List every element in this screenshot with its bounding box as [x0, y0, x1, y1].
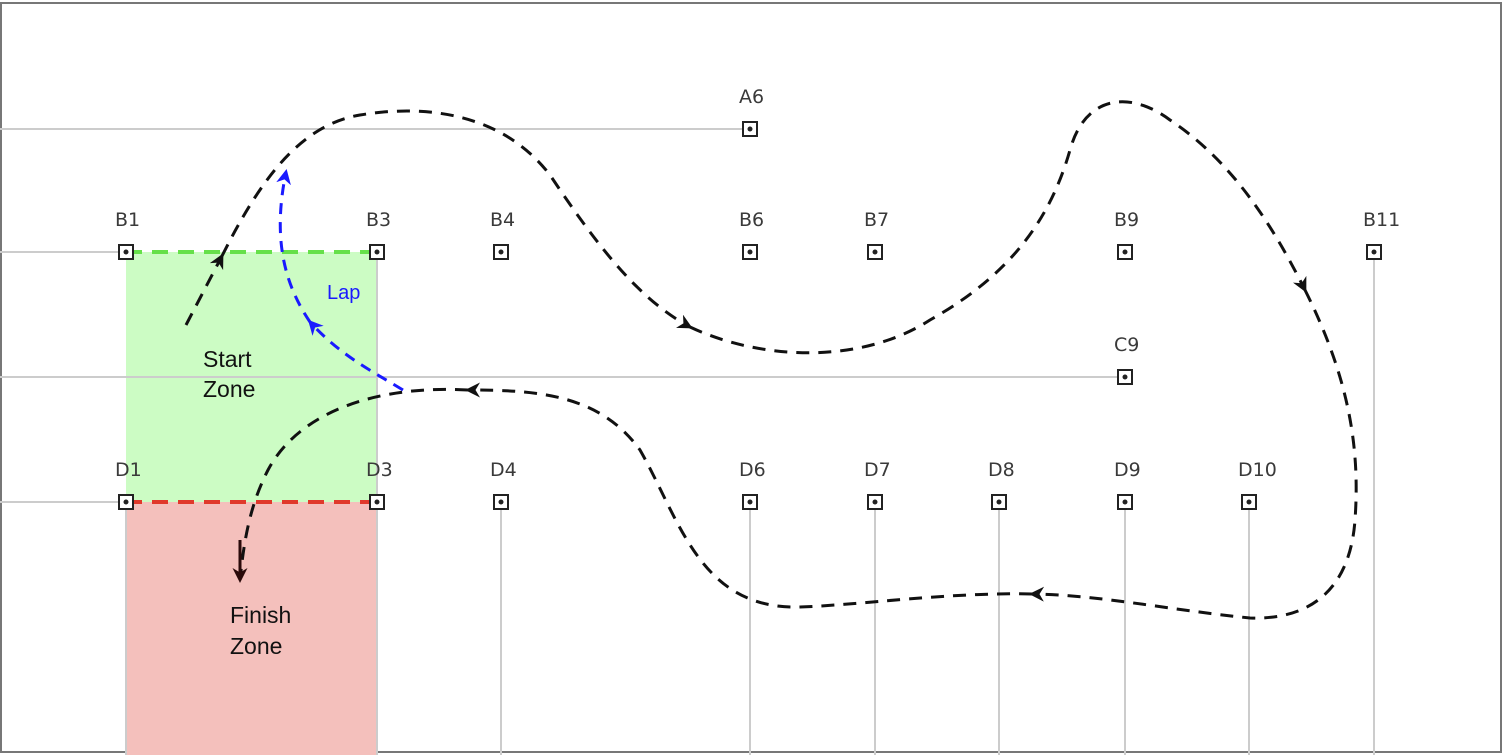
node-b9: B9	[1114, 209, 1139, 260]
node-center-dot	[747, 499, 753, 505]
lap-path	[276, 169, 404, 392]
node-label: B3	[366, 209, 391, 231]
node-d10: D10	[1238, 459, 1277, 510]
node-label: B1	[115, 209, 140, 231]
node-c9: C9	[1114, 334, 1139, 385]
path-middle-sweep	[689, 100, 1307, 355]
node-label: B11	[1363, 209, 1400, 231]
node-label: D3	[366, 459, 393, 481]
finish-zone-label-line1: Finish	[230, 602, 291, 628]
node-center-dot	[872, 249, 878, 255]
lap-path-upper	[276, 169, 312, 323]
node-center-dot	[374, 499, 380, 505]
node-label: D4	[490, 459, 517, 481]
node-center-dot	[123, 499, 129, 505]
node-center-dot	[498, 249, 504, 255]
lap-label: Lap	[327, 282, 360, 304]
path-right-loop	[1029, 289, 1358, 620]
node-d7: D7	[864, 459, 891, 510]
path-start-entry	[184, 253, 224, 326]
node-label: D9	[1114, 459, 1141, 481]
node-label: D1	[115, 459, 142, 481]
node-d6: D6	[739, 459, 766, 510]
node-center-dot	[123, 249, 129, 255]
node-label: D6	[739, 459, 766, 481]
node-b3: B3	[366, 209, 391, 260]
node-label: B6	[739, 209, 764, 231]
finish-zone-label-line2: Zone	[230, 633, 282, 659]
path-lower-return	[465, 382, 1033, 609]
track-path	[184, 100, 1358, 620]
node-d4: D4	[490, 459, 517, 510]
start-zone-label-line1: Start	[203, 346, 252, 372]
node-label: D10	[1238, 459, 1277, 481]
path-upper-loop	[220, 109, 693, 329]
node-d3: D3	[366, 459, 393, 510]
node-d1: D1	[115, 459, 142, 510]
node-center-dot	[374, 249, 380, 255]
node-a6: A6	[739, 86, 764, 137]
node-label: A6	[739, 86, 764, 108]
node-b11: B11	[1363, 209, 1400, 260]
node-center-dot	[1122, 249, 1128, 255]
node-label: B7	[864, 209, 889, 231]
node-b6: B6	[739, 209, 764, 260]
node-b1: B1	[115, 209, 140, 260]
node-label: C9	[1114, 334, 1139, 356]
node-b7: B7	[864, 209, 889, 260]
nodes: A6 B1 B3 B4 B6 B7 B9 B11 C9 D1 D3 D4 D6 D7 D8 D9 D10	[115, 86, 1400, 510]
node-label: B9	[1114, 209, 1139, 231]
node-d8: D8	[988, 459, 1015, 510]
node-label: D7	[864, 459, 891, 481]
finish-zone	[126, 502, 377, 755]
node-center-dot	[1371, 249, 1377, 255]
node-center-dot	[1122, 374, 1128, 380]
node-label: D8	[988, 459, 1015, 481]
node-center-dot	[1122, 499, 1128, 505]
node-center-dot	[1246, 499, 1252, 505]
node-d9: D9	[1114, 459, 1141, 510]
node-center-dot	[747, 249, 753, 255]
node-center-dot	[747, 126, 753, 132]
node-b4: B4	[490, 209, 515, 260]
node-center-dot	[498, 499, 504, 505]
lap-path-lower	[307, 319, 404, 392]
node-center-dot	[996, 499, 1002, 505]
start-zone-label-line2: Zone	[203, 376, 255, 402]
gridlines	[0, 128, 1375, 755]
node-label: B4	[490, 209, 515, 231]
node-center-dot	[872, 499, 878, 505]
path-finish-exit	[238, 387, 469, 581]
